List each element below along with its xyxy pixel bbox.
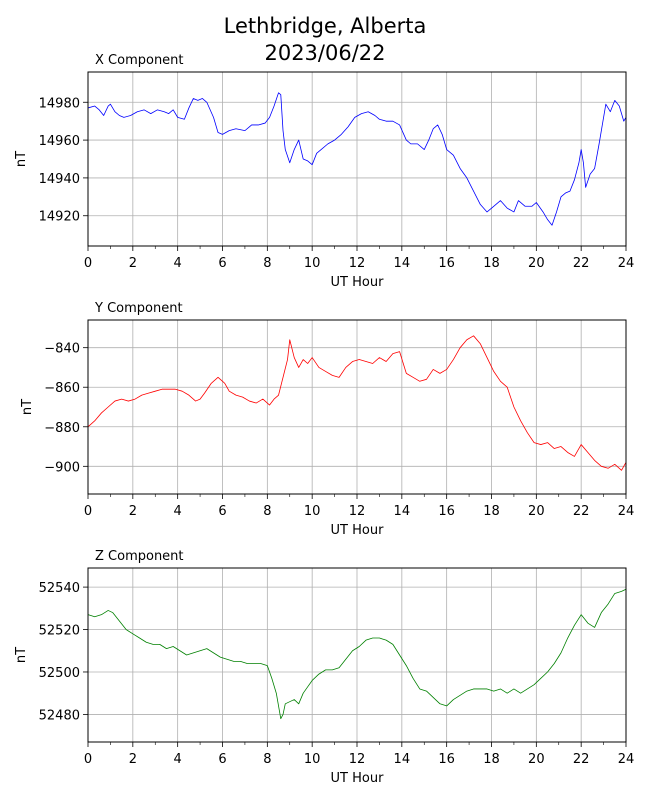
z-component-panel: 0 2 4 6 8 10 12 14 16 18 20 22 245248052500525205254… [14, 549, 634, 786]
z-x-tick-label: 2 [129, 752, 137, 767]
x-x-tick-label: 20 [528, 256, 545, 271]
z-x-tick-label: 0 [84, 752, 92, 767]
z-component-series-line [87, 588, 627, 720]
y-x-tick-label: 4 [174, 504, 182, 519]
x-x-tick-label: 4 [174, 256, 182, 271]
x-x-tick-label: 8 [263, 256, 271, 271]
y-x-tick-label: 16 [438, 504, 455, 519]
z-y-tick-label: 52500 [39, 666, 80, 681]
figure-title-location: Lethbridge, Alberta [223, 14, 427, 38]
y-y-tick-label: −840 [44, 342, 80, 357]
y-x-tick-label: 20 [528, 504, 545, 519]
x-component-title: X Component [95, 53, 184, 68]
z-y-axis-label: nT [14, 647, 29, 663]
z-x-tick-label: 22 [573, 752, 590, 767]
z-x-tick-label: 16 [438, 752, 455, 767]
y-x-tick-label: 22 [573, 504, 590, 519]
z-y-tick-label: 52520 [39, 624, 80, 639]
z-x-tick-label: 20 [528, 752, 545, 767]
x-x-tick-label: 12 [349, 256, 366, 271]
y-y-axis-label: nT [20, 399, 35, 415]
x-y-tick-label: 14960 [39, 134, 80, 149]
z-x-tick-label: 6 [218, 752, 226, 767]
x-x-tick-label: 18 [483, 256, 500, 271]
z-x-tick-label: 8 [263, 752, 271, 767]
y-component-title: Y Component [94, 301, 183, 316]
y-x-tick-label: 12 [349, 504, 366, 519]
y-x-tick-label: 18 [483, 504, 500, 519]
z-component-title: Z Component [95, 549, 184, 564]
x-x-tick-label: 6 [218, 256, 226, 271]
y-component-series-line [87, 335, 627, 471]
z-x-axis-label: UT Hour [331, 771, 385, 786]
z-x-tick-label: 10 [304, 752, 321, 767]
y-y-tick-label: −880 [44, 421, 80, 436]
x-x-tick-label: 22 [573, 256, 590, 271]
x-y-tick-label: 14940 [39, 172, 80, 187]
y-x-tick-label: 0 [84, 504, 92, 519]
z-x-tick-label: 4 [174, 752, 182, 767]
z-y-tick-label: 52480 [39, 708, 80, 723]
x-x-tick-label: 24 [618, 256, 635, 271]
z-x-tick-label: 18 [483, 752, 500, 767]
y-x-tick-label: 14 [394, 504, 411, 519]
z-x-tick-label: 12 [349, 752, 366, 767]
y-x-tick-label: 24 [618, 504, 635, 519]
x-y-tick-label: 14920 [39, 210, 80, 225]
x-component-panel: 0 2 4 6 8 10 12 14 16 18 20 22 241492014940149601498… [14, 53, 634, 290]
z-x-tick-label: 24 [618, 752, 635, 767]
y-x-axis-label: UT Hour [331, 523, 385, 538]
y-x-tick-label: 10 [304, 504, 321, 519]
x-x-tick-label: 10 [304, 256, 321, 271]
x-y-tick-label: 14980 [39, 96, 80, 111]
y-y-tick-label: −860 [44, 381, 80, 396]
y-y-tick-label: −900 [44, 460, 80, 475]
x-y-axis-label: nT [14, 151, 29, 167]
x-x-axis-label: UT Hour [331, 275, 385, 290]
z-y-tick-label: 52540 [39, 581, 80, 596]
y-x-tick-label: 8 [263, 504, 271, 519]
x-x-tick-label: 0 [84, 256, 92, 271]
z-x-tick-label: 14 [394, 752, 411, 767]
x-component-series-line [87, 92, 627, 226]
y-x-tick-label: 6 [218, 504, 226, 519]
y-x-tick-label: 2 [129, 504, 137, 519]
x-x-tick-label: 16 [438, 256, 455, 271]
x-x-tick-label: 2 [129, 256, 137, 271]
figure-title-date: 2023/06/22 [264, 41, 386, 65]
x-x-tick-label: 14 [394, 256, 411, 271]
